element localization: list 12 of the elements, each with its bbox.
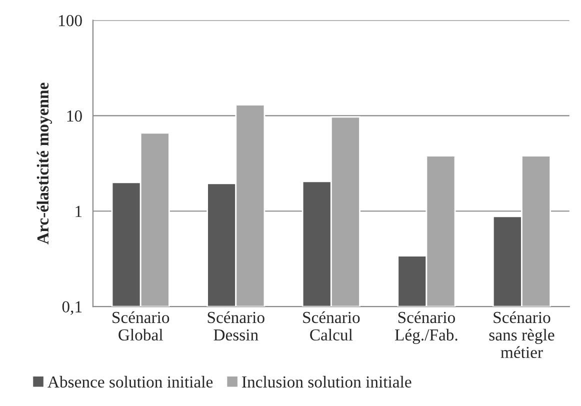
y-tick-label: 0,1 — [62, 301, 82, 315]
x-tick-label: Scénario Global — [112, 311, 170, 341]
x-tick-label: Scénario sans règle métier — [489, 311, 554, 358]
y-tick-label: 10 — [67, 110, 82, 122]
legend-label: Absence solution initiale — [48, 376, 213, 388]
x-tick-label: Scénario Calcul — [303, 311, 360, 341]
y-tick-label: 1 — [76, 206, 82, 217]
y-tick-label: 100 — [59, 15, 82, 26]
y-axis-title: Arc-élasticité moyenne — [36, 82, 52, 244]
legend-label: Inclusion solution initiale — [242, 376, 412, 388]
x-tick-label: Scénario Dessin — [208, 311, 264, 341]
x-tick-label: Scénario Lég./Fab. — [394, 311, 458, 344]
